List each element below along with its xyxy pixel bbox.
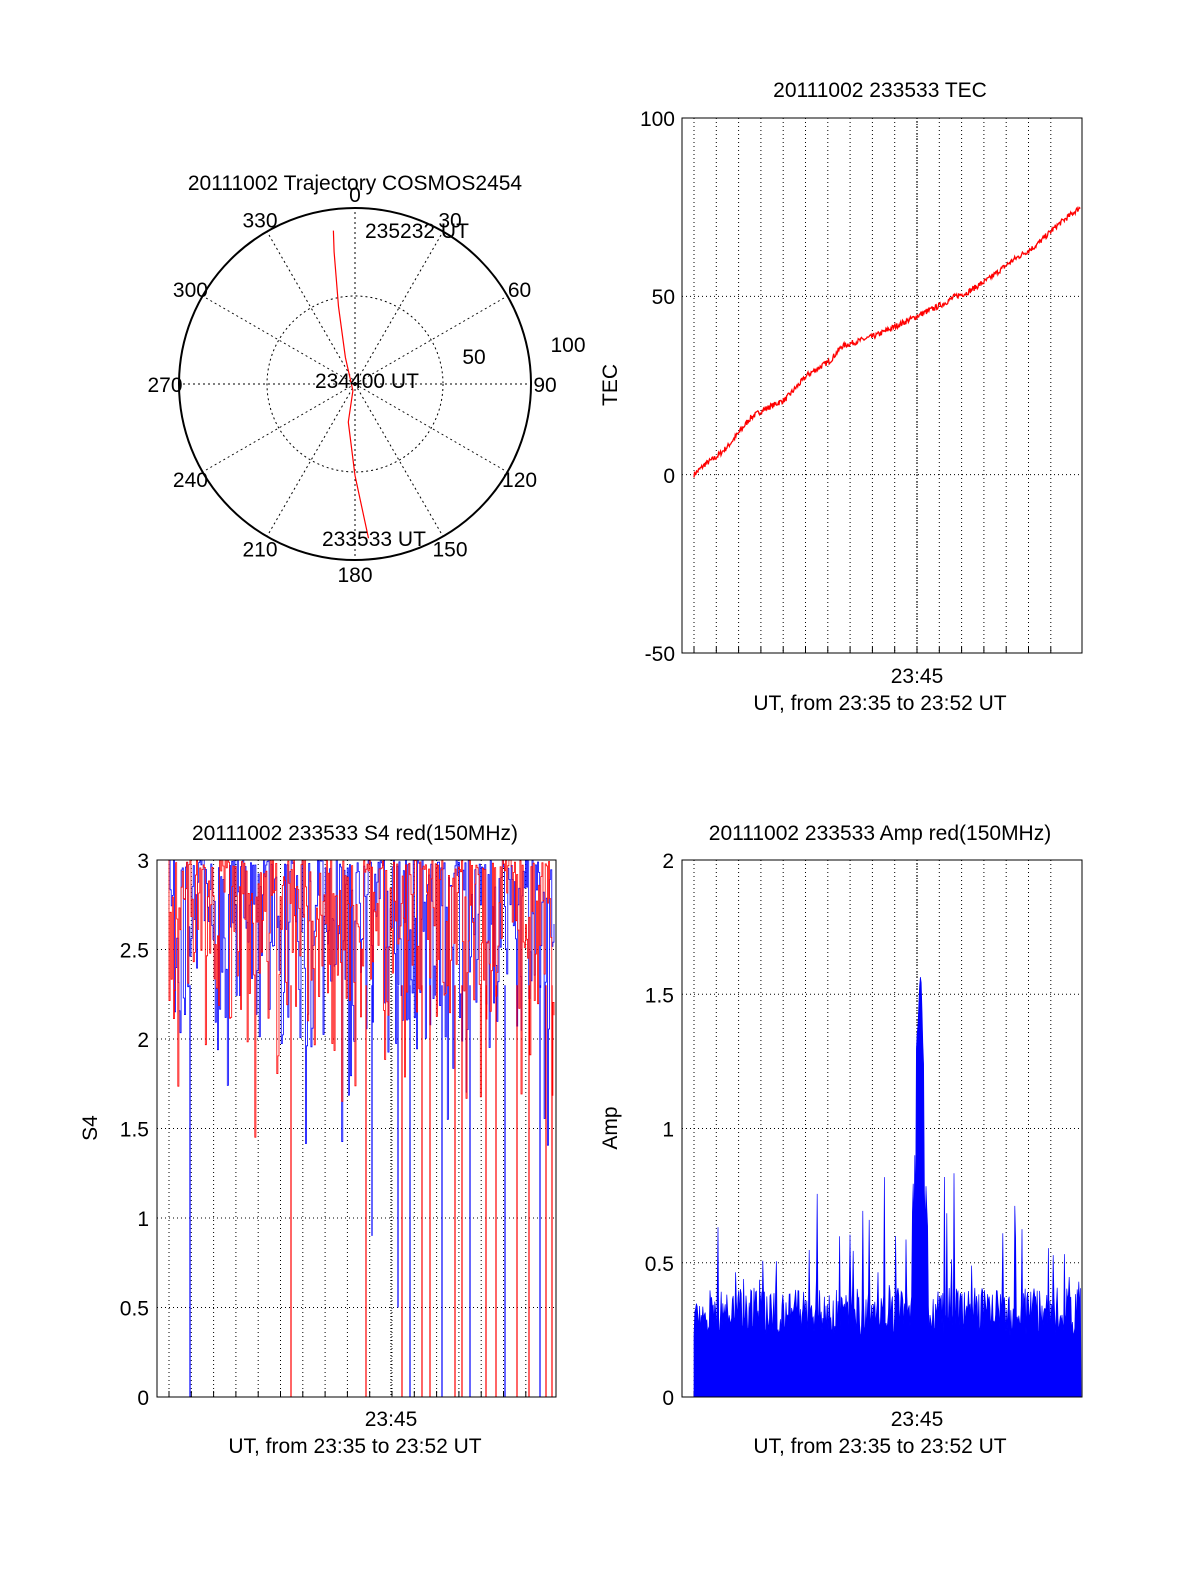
amp-series (693, 976, 1082, 1398)
s4-ytick-6: 3 (137, 850, 149, 873)
amp-title: 20111002 233533 Amp red(150MHz) (709, 822, 1051, 845)
tec-xlabel: UT, from 23:35 to 23:52 UT (753, 692, 1006, 715)
polar-outer-circle (178, 207, 532, 561)
annotation-start-time: 233533 UT (322, 528, 426, 551)
tec-panel: 20111002 233533 TEC 100 50 0 -50 23:45 U… (599, 79, 1083, 715)
polar-azimuth-label-90: 90 (533, 374, 556, 397)
tec-ytick-100: 100 (640, 108, 675, 131)
s4-series (168, 859, 555, 1397)
amp-ylabel: Amp (599, 1106, 622, 1149)
s4-ytick-3: 1.5 (120, 1119, 149, 1142)
tec-grid (682, 118, 1082, 653)
amp-ytick-4: 2 (662, 850, 674, 873)
tec-xtick-2345: 23:45 (891, 665, 944, 688)
amp-plot-frame (681, 859, 1083, 1398)
polar-radial-labels: 50 100 (462, 334, 585, 369)
amp-ytick-2: 1 (662, 1119, 674, 1142)
s4-xlabel: UT, from 23:35 to 23:52 UT (228, 1435, 481, 1458)
s4-ytick-labels: 0 0.5 1 1.5 2 2.5 3 (120, 850, 149, 1410)
amp-ytick-1: 0.5 (645, 1253, 674, 1276)
polar-azimuth-label-300: 300 (173, 279, 208, 302)
polar-azimuth-label-120: 120 (502, 469, 537, 492)
polar-spoke-30 (354, 231, 444, 385)
s4-xtick-2345: 23:45 (365, 1408, 418, 1431)
tec-title: 20111002 233533 TEC (773, 79, 987, 102)
s4-ytick-0: 0 (137, 1387, 149, 1410)
polar-spoke-240 (202, 383, 356, 473)
s4-plot-frame (156, 859, 557, 1398)
tec-ytick-50: 50 (652, 286, 675, 309)
s4-ytick-2: 1 (137, 1208, 149, 1231)
polar-azimuth-label-180: 180 (337, 564, 372, 587)
polar-azimuth-label-240: 240 (173, 469, 208, 492)
polar-spoke-150 (354, 383, 444, 537)
polar-spoke-330 (266, 231, 356, 385)
s4-ytick-4: 2 (137, 1029, 149, 1052)
polar-spoke-210 (266, 383, 356, 537)
polar-spoke-60 (354, 295, 508, 385)
s4-ytick-1: 0.5 (120, 1298, 149, 1321)
tec-ytick-0: 0 (663, 465, 675, 488)
tec-series-line (693, 206, 1081, 478)
s4-title: 20111002 233533 S4 red(150MHz) (192, 822, 518, 845)
s4-grid (157, 860, 556, 1397)
amp-xlabel: UT, from 23:35 to 23:52 UT (753, 1435, 1006, 1458)
tec-plot-frame (681, 117, 1083, 654)
amp-ytick-labels: 0 0.5 1 1.5 2 (645, 850, 674, 1410)
polar-azimuth-label-270: 270 (147, 374, 182, 397)
s4-panel: 20111002 233533 S4 red(150MHz) 0 0.5 1 1.5 2… (79, 822, 557, 1458)
polar-grid-circle-50 (266, 295, 444, 473)
s4-ytick-5: 2.5 (120, 940, 149, 963)
polar-title: 20111002 Trajectory COSMOS2454 (188, 172, 523, 195)
polar-azimuth-label-330: 330 (242, 209, 277, 232)
polar-radial-label-100: 100 (550, 334, 585, 357)
annotation-mid-time: 234400 UT (315, 370, 419, 393)
polar-azimuth-label-0: 0 (349, 184, 361, 207)
tec-ylabel: TEC (599, 364, 622, 406)
annotation-end-time: 235232 UT (365, 220, 469, 243)
trajectory-line (332, 230, 370, 539)
amp-xtick-2345: 23:45 (891, 1408, 944, 1431)
polar-azimuth-label-150: 150 (432, 539, 467, 562)
tec-ytick-neg50: -50 (645, 643, 675, 666)
amp-ytick-3: 1.5 (645, 984, 674, 1007)
polar-azimuth-label-60: 60 (508, 279, 531, 302)
polar-azimuth-label-30: 30 (438, 209, 461, 232)
amp-panel: 20111002 233533 Amp red(150MHz) 0 0.5 1 1.5… (599, 822, 1083, 1458)
polar-spoke-300 (202, 295, 356, 385)
polar-trajectory-panel: 20111002 Trajectory COSMOS2454 0 30 60 90 12… (147, 172, 585, 587)
amp-series-area (693, 976, 1082, 1398)
polar-radial-label-50: 50 (462, 346, 485, 369)
polar-spoke-120 (354, 383, 508, 473)
amp-ytick-0: 0 (662, 1387, 674, 1410)
s4-ylabel: S4 (79, 1115, 102, 1141)
s4-series-red (168, 859, 555, 1138)
polar-azimuth-label-210: 210 (242, 539, 277, 562)
polar-azimuth-labels: 0 30 60 90 120 150 180 210 240 270 300 330 (147, 184, 556, 587)
polar-grid (179, 208, 531, 560)
